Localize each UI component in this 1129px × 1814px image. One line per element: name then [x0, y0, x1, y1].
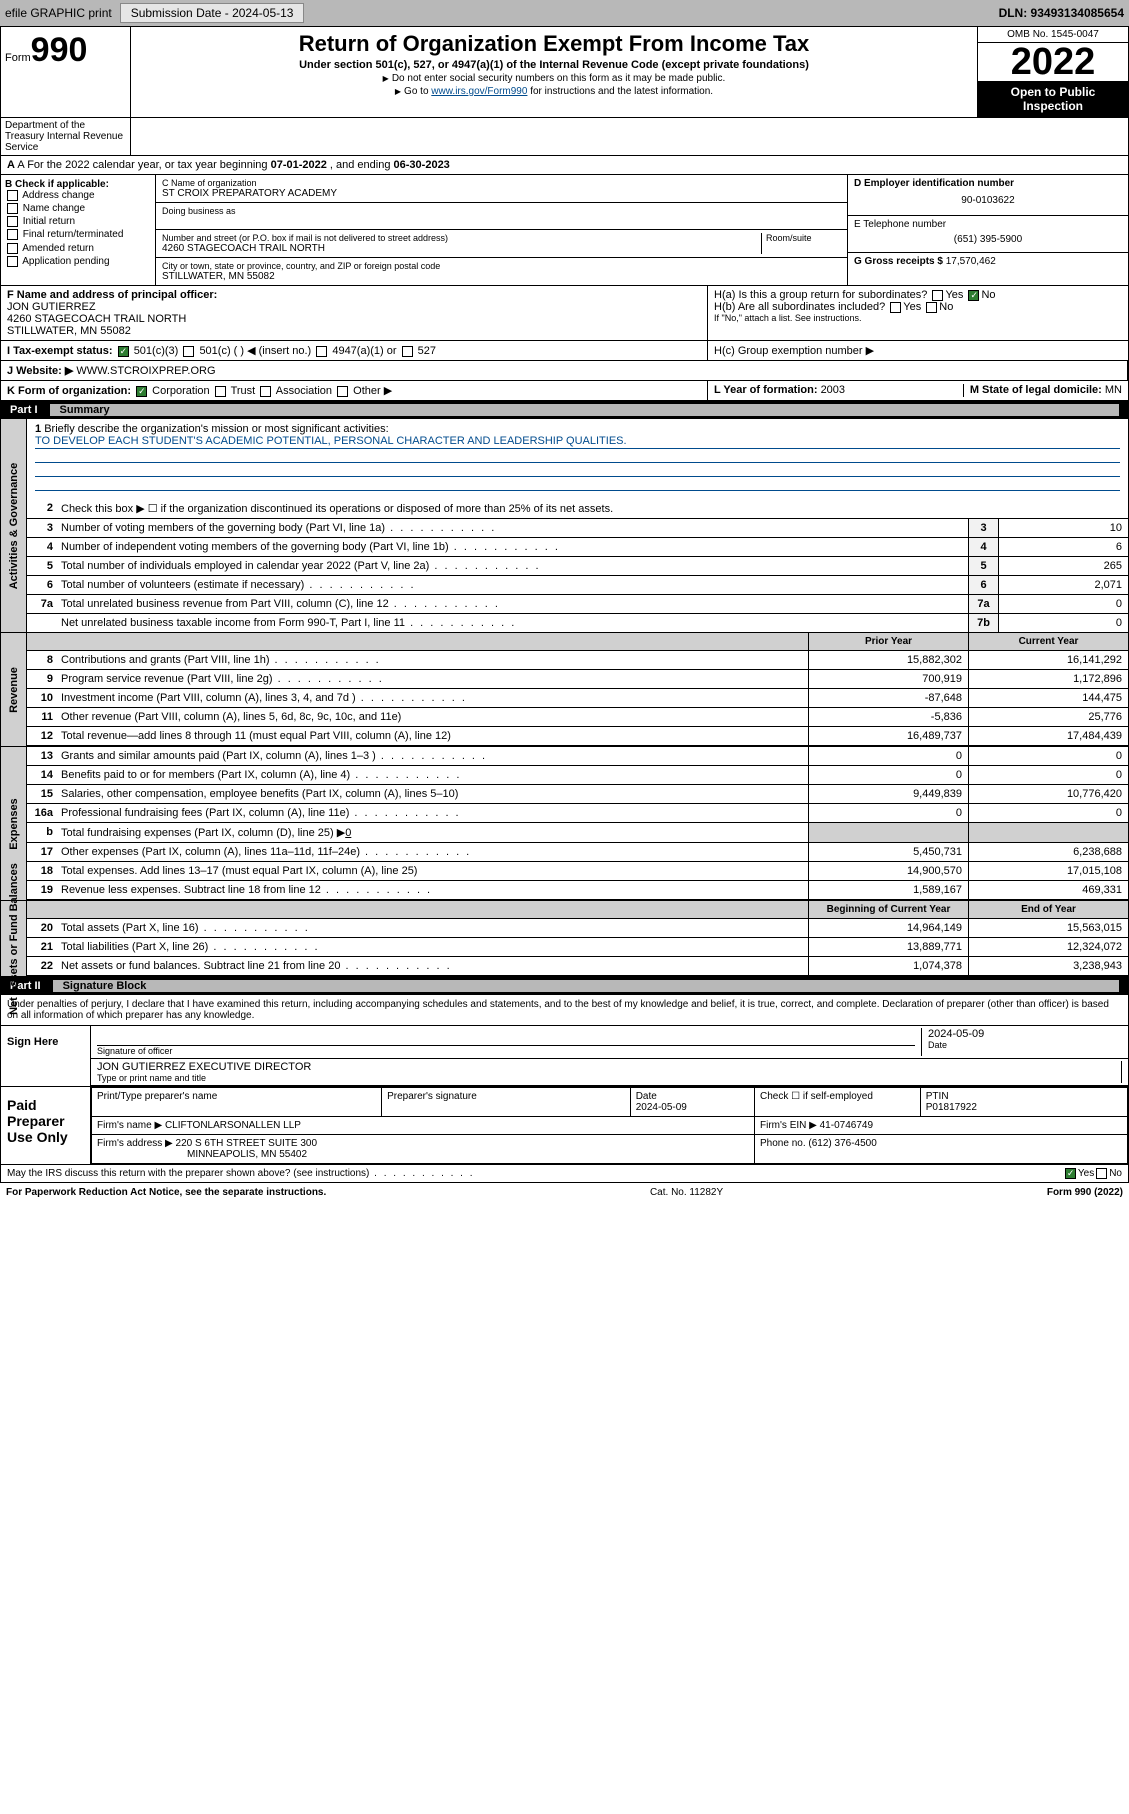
- side-governance: Activities & Governance: [1, 419, 27, 632]
- form-title: Return of Organization Exempt From Incom…: [141, 31, 967, 57]
- officer-printed-name: JON GUTIERREZ EXECUTIVE DIRECTOR: [97, 1061, 1115, 1073]
- year-formation: 2003: [821, 384, 845, 396]
- ha-no[interactable]: [968, 290, 979, 301]
- officer-addr1: 4260 STAGECOACH TRAIL NORTH: [7, 313, 701, 325]
- ein: 90-0103622: [854, 189, 1122, 212]
- org-city: STILLWATER, MN 55082: [162, 271, 841, 282]
- year-box: OMB No. 1545-0047 2022 Open to Public In…: [978, 27, 1128, 117]
- note-link: Go to www.irs.gov/Form990 for instructio…: [141, 86, 967, 97]
- officer-addr2: STILLWATER, MN 55082: [7, 325, 701, 337]
- mission-text: TO DEVELOP EACH STUDENT'S ACADEMIC POTEN…: [35, 435, 1120, 449]
- form-ref: Form 990 (2022): [1047, 1187, 1123, 1198]
- org-name: ST CROIX PREPARATORY ACADEMY: [162, 188, 841, 199]
- period-row: A A For the 2022 calendar year, or tax y…: [0, 156, 1129, 175]
- v7a: 0: [998, 595, 1128, 613]
- part-ii-header: Part IISignature Block: [0, 977, 1129, 995]
- v4: 6: [998, 538, 1128, 556]
- v5: 265: [998, 557, 1128, 575]
- ptin: P01817922: [926, 1102, 977, 1113]
- officer-name: JON GUTIERREZ: [7, 301, 701, 313]
- website-row: J Website: ▶ WWW.STCROIXPREP.ORG: [0, 361, 1129, 381]
- part-i-header: Part ISummary: [0, 401, 1129, 419]
- hb-no[interactable]: [926, 302, 937, 313]
- submission-date-button[interactable]: Submission Date - 2024-05-13: [120, 3, 305, 23]
- revenue-section: Revenue Prior YearCurrent Year 8Contribu…: [0, 633, 1129, 747]
- irs-link[interactable]: www.irs.gov/Form990: [431, 86, 527, 97]
- sign-here-label: Sign Here: [1, 1026, 91, 1086]
- chk-name-change[interactable]: Name change: [5, 203, 151, 214]
- paid-preparer-label: Paid Preparer Use Only: [1, 1087, 91, 1164]
- firm-phone: (612) 376-4500: [808, 1138, 876, 1149]
- form-label: Form: [5, 52, 31, 64]
- hb-yes[interactable]: [890, 302, 901, 313]
- website-value: WWW.STCROIXPREP.ORG: [76, 365, 215, 377]
- state-domicile: MN: [1105, 384, 1122, 396]
- officer-group-row: F Name and address of principal officer:…: [0, 286, 1129, 341]
- form-number-box: Form990: [1, 27, 131, 117]
- side-net-assets: Net Assets or Fund Balances: [1, 901, 27, 976]
- efile-header: efile GRAPHIC print Submission Date - 20…: [0, 0, 1129, 26]
- dept-row: Department of the Treasury Internal Reve…: [0, 118, 1129, 156]
- dept-label: Department of the Treasury Internal Reve…: [1, 118, 131, 155]
- form-subtitle: Under section 501(c), 527, or 4947(a)(1)…: [141, 59, 967, 71]
- signature-block: Under penalties of perjury, I declare th…: [0, 995, 1129, 1165]
- chk-501c3[interactable]: [118, 346, 129, 357]
- tax-status-row: I Tax-exempt status: 501(c)(3) 501(c) ( …: [0, 341, 1129, 361]
- perjury-statement: Under penalties of perjury, I declare th…: [1, 995, 1128, 1026]
- chk-527[interactable]: [402, 346, 413, 357]
- col-d-contact: D Employer identification number90-01036…: [848, 175, 1128, 285]
- firm-name: CLIFTONLARSONALLEN LLP: [165, 1120, 301, 1131]
- ha-yes[interactable]: [932, 290, 943, 301]
- col-c-org: C Name of organizationST CROIX PREPARATO…: [156, 175, 848, 285]
- tax-year: 2022: [978, 43, 1128, 81]
- title-box: Return of Organization Exempt From Incom…: [131, 27, 978, 117]
- chk-501c[interactable]: [183, 346, 194, 357]
- firm-ein: 41-0746749: [820, 1120, 873, 1131]
- chk-assoc[interactable]: [260, 386, 271, 397]
- org-street: 4260 STAGECOACH TRAIL NORTH: [162, 243, 761, 254]
- form-title-row: Form990 Return of Organization Exempt Fr…: [0, 26, 1129, 118]
- discuss-no[interactable]: [1096, 1168, 1107, 1179]
- chk-app-pending[interactable]: Application pending: [5, 256, 151, 267]
- governance-section: Activities & Governance 1 Briefly descri…: [0, 419, 1129, 633]
- info-grid: B Check if applicable: Address change Na…: [0, 175, 1129, 286]
- v7b: 0: [998, 614, 1128, 632]
- chk-other[interactable]: [337, 386, 348, 397]
- v6: 2,071: [998, 576, 1128, 594]
- preparer-table: Print/Type preparer's name Preparer's si…: [91, 1087, 1128, 1164]
- chk-corp[interactable]: [136, 386, 147, 397]
- form-number: 990: [31, 31, 88, 69]
- chk-final-return[interactable]: Final return/terminated: [5, 229, 151, 240]
- chk-amended[interactable]: Amended return: [5, 243, 151, 254]
- chk-address-change[interactable]: Address change: [5, 190, 151, 201]
- period-end: 06-30-2023: [394, 159, 450, 171]
- note-ssn: Do not enter social security numbers on …: [141, 73, 967, 84]
- net-assets-section: Net Assets or Fund Balances Beginning of…: [0, 901, 1129, 977]
- telephone: (651) 395-5900: [854, 230, 1122, 249]
- cat-no: Cat. No. 11282Y: [326, 1187, 1047, 1198]
- discuss-yes[interactable]: [1065, 1168, 1076, 1179]
- chk-initial-return[interactable]: Initial return: [5, 216, 151, 227]
- discuss-row: May the IRS discuss this return with the…: [0, 1165, 1129, 1183]
- v3: 10: [998, 519, 1128, 537]
- side-revenue: Revenue: [1, 633, 27, 746]
- col-b-checkboxes: B Check if applicable: Address change Na…: [1, 175, 156, 285]
- pra-notice: For Paperwork Reduction Act Notice, see …: [6, 1187, 326, 1198]
- form-org-row: K Form of organization: Corporation Trus…: [0, 381, 1129, 401]
- open-inspection: Open to Public Inspection: [978, 81, 1128, 117]
- chk-4947[interactable]: [316, 346, 327, 357]
- period-begin: 07-01-2022: [271, 159, 327, 171]
- efile-label: efile GRAPHIC print: [5, 6, 112, 20]
- chk-trust[interactable]: [215, 386, 226, 397]
- expenses-section: Expenses 13Grants and similar amounts pa…: [0, 747, 1129, 901]
- gross-receipts: 17,570,462: [946, 256, 996, 267]
- dln-label: DLN: 93493134085654: [999, 6, 1124, 20]
- footer-row: For Paperwork Reduction Act Notice, see …: [0, 1183, 1129, 1202]
- sig-date: 2024-05-09: [928, 1028, 1122, 1040]
